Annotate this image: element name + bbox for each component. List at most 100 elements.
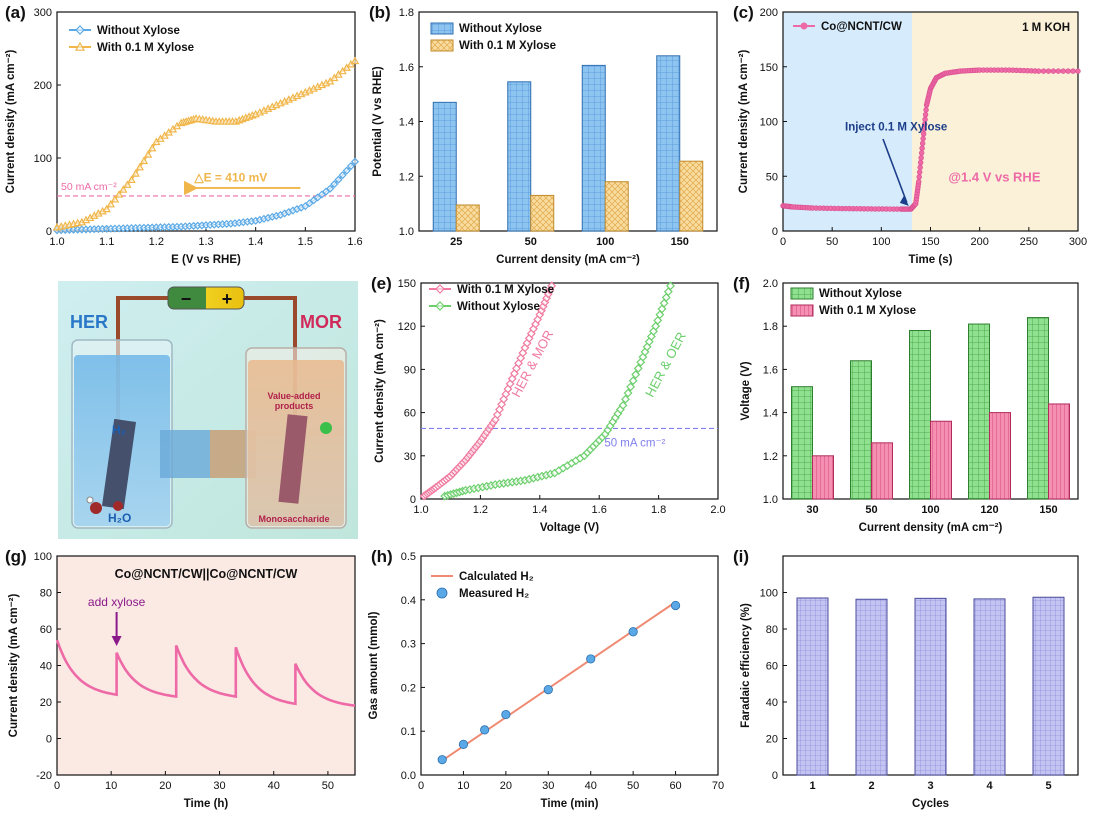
y-tick-label: -20 [36,770,52,782]
x-tick-label: 1 [809,780,815,792]
panel-label: (b) [369,3,391,22]
bar [507,81,532,232]
add-xylose-arrowhead [111,636,122,646]
battery-minus: − [181,289,192,309]
x-axis-label: Time (h) [184,798,229,810]
data-point [623,388,633,398]
x-tick-label: 300 [1069,236,1087,248]
data-point [631,370,641,379]
y-tick-label: 0.2 [401,682,416,694]
x-tick-label: 50 [322,780,334,792]
x-tick-label: 0 [780,236,786,248]
data-point [143,150,153,158]
y-tick-label: 0.1 [401,726,416,738]
y-tick-label: 80 [766,624,778,636]
y-tick-label: 60 [766,661,778,673]
x-tick-label: 120 [980,504,998,516]
y-tick-label: 80 [40,588,52,600]
y-tick-label: 1.4 [763,408,778,420]
legend-entry: Without Xylose [819,288,902,300]
y-tick-label: 0 [772,770,778,782]
y-tick-label: 1.8 [763,321,778,333]
y-tick-label: 100 [760,588,778,600]
legend-entry: With 0.1 M Xylose [819,305,916,317]
y-tick-label: 20 [40,697,52,709]
data-point [633,363,643,373]
data-point [917,159,924,166]
bar [989,412,1011,500]
x-tick-label: 3 [927,780,933,792]
x-tick-label: 1.2 [473,504,488,516]
panel-label: (e) [371,274,392,293]
y-tick-label: 1.0 [399,226,414,238]
x-tick-label: 4 [986,780,993,792]
y-axis-label: Current density (mA cm⁻²) [8,594,20,738]
x-tick-label: 2 [868,780,874,792]
bar [679,160,704,232]
legend-swatch [430,39,454,52]
x-tick-label: 1.4 [248,236,263,248]
data-point [342,166,351,175]
bar [973,598,1006,776]
bar [604,181,629,232]
legend-swatch [430,22,454,35]
data-point [437,755,447,765]
bar [812,455,834,500]
y-axis-label: Gas amount (mmol) [368,611,380,719]
y-axis-label: Current density (mA cm⁻²) [374,319,386,463]
data-point [543,684,553,695]
y-axis-label: Current density (mA cm⁻²) [5,50,17,194]
plot-frame [420,282,719,500]
data-point [916,174,922,180]
chart-title: Co@NCNT/CW||Co@NCNT/CW [115,567,298,581]
panel-e: (e) Voltage (V) Current density (mA cm⁻²) 0… [371,274,726,534]
bar [1027,317,1049,500]
data-point [334,175,343,184]
x-tick-label: 10 [105,780,117,792]
data-point [666,281,675,291]
bar [871,442,893,500]
panel-i: (i) Cycles Faradaic efficiency (%) 0 20 40 60 8… [733,547,1079,810]
data-point [922,111,929,118]
value-added-label-2: products [275,401,314,411]
y-tick-label: 60 [40,624,52,636]
calculated-line [441,601,677,762]
data-point [618,400,628,410]
plot-frame [420,555,719,776]
data-point [670,600,681,611]
data-point [628,627,638,637]
right-electrode [278,414,308,504]
y-tick-label: 1.2 [399,171,414,183]
legend-marker [75,25,85,35]
y-axis-label: Potential (V vs RHE) [372,66,384,177]
bar [432,101,457,232]
potential-label: @1.4 V vs RHE [948,170,1040,185]
data-point [1040,68,1047,74]
panel-f: (f) Current density (mA cm⁻²) Voltage (V) 1… [733,274,1079,534]
y-tick-label: 100 [34,551,52,563]
reference-line-label: 50 mA cm⁻² [604,437,665,449]
x-axis-label: Cycles [912,798,949,810]
data-point [663,287,673,297]
data-point [920,135,926,142]
value-added-label-1: Value-added [267,391,320,401]
y-tick-label: 100 [34,153,52,165]
electrolyte-label: 1 M KOH [1022,22,1070,34]
panel-label: (g) [5,547,27,566]
inject-label: Inject 0.1 M Xylose [845,121,947,133]
data-point [147,143,157,152]
x-axis-label: Voltage (V) [540,522,599,534]
x-tick-label: 10 [457,780,469,792]
legend-entry: Co@NCNT/CW [821,21,902,33]
molecule-h [86,496,94,504]
data-point [330,180,339,189]
y-tick-label: 1.4 [399,117,414,129]
panel-c-shade-after [912,12,1078,231]
legend-entry: With 0.1 M Xylose [457,284,554,296]
y-tick-label: 1.2 [763,451,778,463]
data-point [114,190,124,198]
data-point [1075,68,1081,74]
add-xylose-label: add xylose [88,595,146,609]
bar [1032,596,1065,776]
